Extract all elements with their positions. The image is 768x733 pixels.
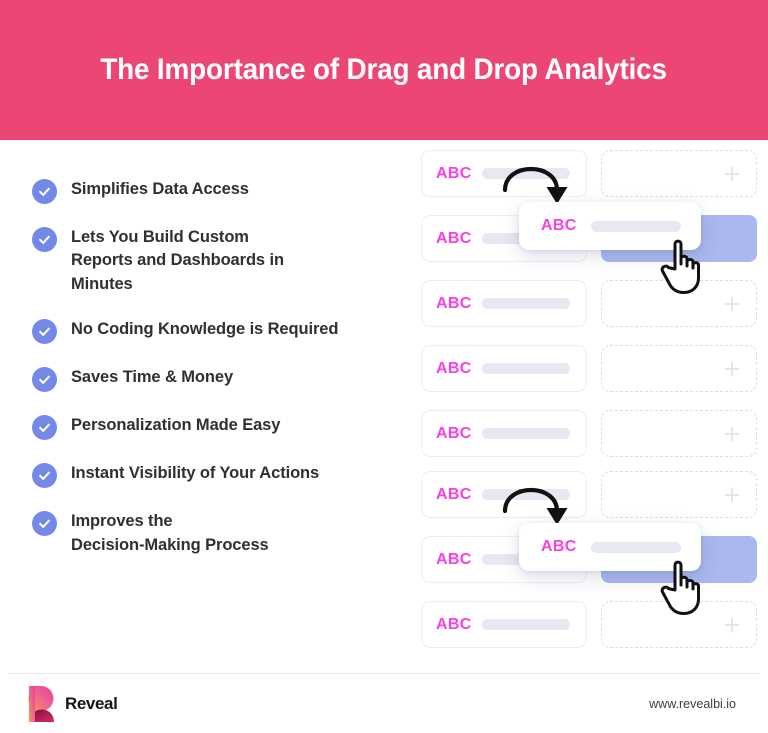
drop-zone[interactable] <box>601 345 757 392</box>
list-item-label: Simplifies Data Access <box>71 180 249 198</box>
field-placeholder-bar <box>481 619 570 630</box>
list-item: No Coding Knowledge is Required <box>32 318 392 345</box>
field-label: ABC <box>436 359 472 377</box>
source-field-card[interactable]: ABC <box>421 410 587 457</box>
drop-zone[interactable] <box>601 410 757 457</box>
list-item-label: No Coding Knowledge is Required <box>71 320 339 339</box>
dragged-field-card[interactable]: ABC <box>519 202 701 250</box>
source-field-card[interactable]: ABC <box>421 601 587 648</box>
list-item-label: Personalization Made Easy <box>71 416 281 435</box>
field-label: ABC <box>436 164 472 182</box>
field-placeholder-bar <box>481 363 570 374</box>
list-item: Simplifies Data Access <box>32 178 392 204</box>
check-circle-icon <box>32 319 57 345</box>
pointing-hand-cursor-icon <box>657 234 709 301</box>
body-area: Simplifies Data Access Lets You Build Cu… <box>8 140 760 673</box>
dragged-field-card[interactable]: ABC <box>519 523 701 571</box>
plus-icon <box>722 294 742 314</box>
footer-divider <box>8 673 760 674</box>
list-item-label: Improves the Decision-Making Process <box>71 512 269 554</box>
check-circle-icon <box>32 367 57 393</box>
list-item: Improves the Decision-Making Process <box>32 510 392 557</box>
drag-drop-illustration: ABC ABC ABC ABC ABC ABC <box>413 150 765 665</box>
list-item: Personalization Made Easy <box>32 414 392 441</box>
field-label: ABC <box>436 615 472 633</box>
list-item: Instant Visibility of Your Actions <box>32 462 392 489</box>
page-title: The Importance of Drag and Drop Analytic… <box>100 53 668 86</box>
list-item: Saves Time & Money <box>32 366 392 393</box>
field-placeholder-bar <box>590 541 681 553</box>
check-circle-icon <box>32 463 57 489</box>
drop-zone[interactable] <box>601 150 757 197</box>
drop-zone[interactable] <box>601 471 757 518</box>
brand-name: Reveal <box>65 693 118 713</box>
plus-icon <box>722 424 742 444</box>
list-item-label: Instant Visibility of Your Actions <box>71 464 320 483</box>
field-label: ABC <box>436 229 472 247</box>
plus-icon <box>722 615 742 635</box>
reveal-logo-icon <box>26 685 58 723</box>
pointing-hand-cursor-icon <box>657 555 709 622</box>
source-field-card[interactable]: ABC <box>421 345 587 392</box>
list-item-label: Saves Time & Money <box>71 368 234 387</box>
curved-drag-arrow-icon <box>499 146 579 215</box>
header-banner: The Importance of Drag and Drop Analytic… <box>0 0 768 140</box>
field-placeholder-bar <box>481 298 570 309</box>
list-item: Lets You Build Custom Reports and Dashboa… <box>32 226 392 296</box>
field-label: ABC <box>436 485 472 503</box>
check-circle-icon <box>32 227 57 252</box>
field-label: ABC <box>436 294 472 312</box>
field-label: ABC <box>541 538 577 555</box>
check-circle-icon <box>32 415 57 441</box>
check-circle-icon <box>32 511 57 537</box>
check-circle-icon <box>32 179 57 204</box>
benefits-checklist: Simplifies Data Access Lets You Build Cu… <box>32 178 392 579</box>
field-label: ABC <box>436 424 472 442</box>
field-label: ABC <box>541 217 577 234</box>
field-placeholder-bar <box>481 428 570 439</box>
field-label: ABC <box>436 550 472 568</box>
site-url: www.revealbi.io <box>649 696 736 711</box>
source-field-card[interactable]: ABC <box>421 280 587 327</box>
plus-icon <box>722 164 742 184</box>
list-item-label: Lets You Build Custom Reports and Dashboa… <box>71 228 284 293</box>
field-placeholder-bar <box>481 168 570 179</box>
brand-logo[interactable]: Reveal <box>26 685 118 723</box>
footer: Reveal www.revealbi.io <box>8 674 760 733</box>
field-placeholder-bar <box>481 489 570 500</box>
plus-icon <box>722 359 742 379</box>
field-placeholder-bar <box>590 220 681 232</box>
plus-icon <box>722 485 742 505</box>
curved-drag-arrow-icon <box>499 467 579 536</box>
